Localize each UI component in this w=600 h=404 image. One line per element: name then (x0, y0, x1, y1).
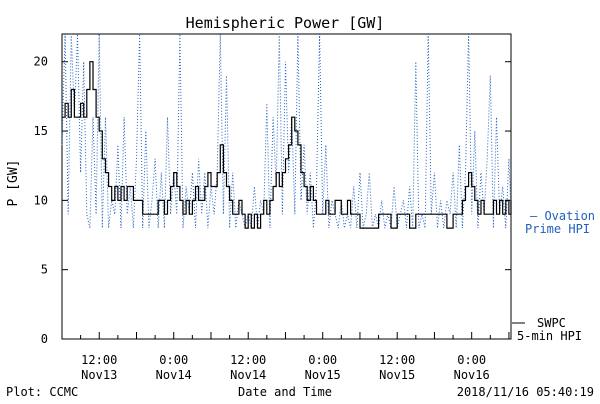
x-tick-label-time: 0:00 (457, 353, 486, 367)
y-tick-label: 0 (41, 332, 48, 346)
y-tick-label: 10 (34, 193, 48, 207)
swpc-hpi-line (62, 61, 512, 229)
x-tick-label-time: 12:00 (230, 353, 266, 367)
y-axis-label: P [GW] (6, 160, 21, 207)
x-tick-label-date: Nov13 (81, 368, 117, 382)
legend-ovation-line1: — Ovation (530, 209, 595, 223)
plot-frame (61, 33, 512, 340)
legend-ovation: — Ovation Prime HPI (525, 209, 595, 236)
y-tick-label: 5 (41, 263, 48, 277)
legend-swpc: SWPC 5-min HPI (512, 316, 582, 343)
ovation-hpi-line (61, 33, 512, 229)
footer-timestamp: 2018/11/16 05:40:19 (457, 385, 594, 399)
y-axis-ticks: 0 5 10 15 20 (34, 55, 511, 346)
y-tick-label: 15 (34, 124, 48, 138)
x-tick-label-date: Nov15 (305, 368, 341, 382)
legend-ovation-line2: Prime HPI (525, 222, 590, 236)
legend-swpc-line1: SWPC (537, 316, 566, 330)
x-tick-label-date: Nov14 (230, 368, 266, 382)
x-tick-label-time: 12:00 (81, 353, 117, 367)
x-tick-label-time: 12:00 (379, 353, 415, 367)
y-tick-label: 20 (34, 55, 48, 69)
chart-title: Hemispheric Power [GW] (186, 14, 385, 32)
legend-swpc-line2: 5-min HPI (517, 329, 582, 343)
x-tick-label-time: 0:00 (308, 353, 337, 367)
x-axis-label: Date and Time (238, 385, 332, 399)
x-tick-label-time: 0:00 (159, 353, 188, 367)
footer-plot-credit: Plot: CCMC (6, 385, 78, 399)
x-tick-label-date: Nov14 (156, 368, 192, 382)
x-tick-label-date: Nov16 (454, 368, 490, 382)
series-layer (61, 33, 512, 229)
x-axis-ticks: 12:00Nov130:00Nov1412:00Nov140:00Nov1512… (61, 332, 510, 382)
x-tick-label-date: Nov15 (379, 368, 415, 382)
